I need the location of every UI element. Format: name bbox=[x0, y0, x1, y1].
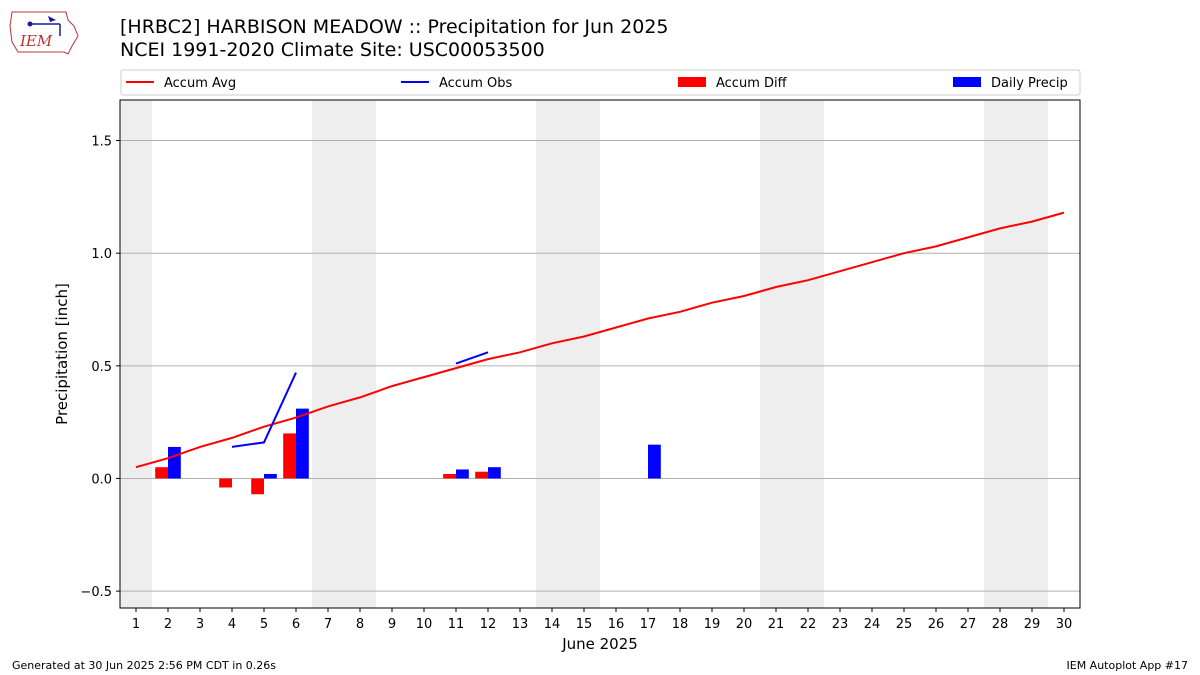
y-tick-label: 1.0 bbox=[91, 247, 112, 262]
weekend-shading bbox=[120, 100, 1048, 608]
accum-avg-line bbox=[135, 211, 1065, 469]
y-tick-label: −0.5 bbox=[80, 585, 112, 600]
daily-precip-bar bbox=[168, 446, 181, 479]
line-series bbox=[135, 211, 1065, 469]
x-tick-label: 27 bbox=[960, 617, 977, 632]
daily-precip-bar bbox=[264, 473, 277, 479]
accum-diff-bar bbox=[219, 478, 232, 488]
legend-label: Daily Precip bbox=[991, 76, 1068, 91]
y-tick-label: 1.5 bbox=[91, 135, 112, 150]
weekend-band bbox=[1016, 100, 1048, 608]
x-tick-label: 6 bbox=[292, 617, 300, 632]
x-tick-label: 7 bbox=[324, 617, 332, 632]
x-tick-label: 4 bbox=[228, 617, 236, 632]
weekend-band bbox=[984, 100, 1016, 608]
y-tick-label: 0.5 bbox=[91, 360, 112, 375]
accum-diff-bar bbox=[251, 478, 264, 495]
x-tick-label: 11 bbox=[448, 617, 465, 632]
accum-obs-line bbox=[231, 372, 297, 448]
x-tick-label: 10 bbox=[416, 617, 433, 632]
chart-title: [HRBC2] HARBISON MEADOW :: Precipitation… bbox=[120, 16, 669, 62]
x-tick-label: 22 bbox=[800, 617, 817, 632]
x-tick-label: 19 bbox=[704, 617, 721, 632]
x-tick-label: 3 bbox=[196, 617, 204, 632]
x-axis-label: June 2025 bbox=[561, 635, 638, 653]
daily-precip-bar bbox=[296, 408, 309, 479]
x-tick-label: 26 bbox=[928, 617, 945, 632]
x-tick-label: 23 bbox=[832, 617, 849, 632]
x-tick-label: 20 bbox=[736, 617, 753, 632]
x-tick-label: 1 bbox=[132, 617, 140, 632]
x-tick-label: 18 bbox=[672, 617, 689, 632]
y-tick-label: 0.0 bbox=[91, 472, 112, 487]
weekend-band bbox=[536, 100, 568, 608]
x-tick-label: 9 bbox=[388, 617, 396, 632]
x-tick-label: 29 bbox=[1024, 617, 1041, 632]
iem-logo: IEM bbox=[8, 6, 80, 58]
y-axis: −0.5 0.0 0.5 1.0 1.5 bbox=[80, 135, 120, 600]
plot-frame bbox=[119, 99, 1081, 609]
x-tick-label: 5 bbox=[260, 617, 268, 632]
legend: Accum Avg Accum Obs Accum Diff Daily Precip bbox=[120, 69, 1081, 96]
app-id: IEM Autoplot App #17 bbox=[1066, 659, 1189, 672]
legend-label: Accum Diff bbox=[716, 76, 788, 91]
x-tick-label: 28 bbox=[992, 617, 1009, 632]
x-tick-label: 8 bbox=[356, 617, 364, 632]
bar-series bbox=[155, 408, 661, 495]
accum-obs-line bbox=[455, 351, 489, 365]
legend-label: Accum Obs bbox=[439, 76, 512, 91]
y-grid bbox=[120, 140, 1080, 592]
legend-swatch-bar bbox=[678, 77, 706, 87]
weekend-band bbox=[760, 100, 792, 608]
x-tick-label: 15 bbox=[576, 617, 593, 632]
daily-precip-bar bbox=[648, 444, 661, 479]
generated-timestamp: Generated at 30 Jun 2025 2:56 PM CDT in … bbox=[12, 659, 277, 672]
x-tick-label: 14 bbox=[544, 617, 561, 632]
x-tick-label: 24 bbox=[864, 617, 881, 632]
accum-diff-bar bbox=[155, 467, 168, 479]
x-tick-label: 17 bbox=[640, 617, 657, 632]
logo-text: IEM bbox=[19, 32, 53, 50]
daily-precip-bar bbox=[456, 469, 469, 479]
weekend-band bbox=[344, 100, 376, 608]
weekend-band bbox=[312, 100, 344, 608]
legend-swatch-bar bbox=[953, 77, 981, 87]
legend-box bbox=[120, 69, 1081, 96]
daily-precip-bar bbox=[488, 467, 501, 479]
x-axis: 1 2 3 4 5 6 7 8 9 10 11 12 13 14 15 16 17 18 19 20 21 22 23 24 2… bbox=[132, 608, 1072, 632]
x-tick-label: 12 bbox=[480, 617, 497, 632]
x-tick-label: 16 bbox=[608, 617, 625, 632]
y-axis-label: Precipitation [inch] bbox=[53, 283, 71, 425]
weekend-band bbox=[792, 100, 824, 608]
x-tick-label: 21 bbox=[768, 617, 785, 632]
x-tick-label: 25 bbox=[896, 617, 913, 632]
weekend-band bbox=[120, 100, 152, 608]
x-tick-label: 30 bbox=[1056, 617, 1073, 632]
weekend-band bbox=[568, 100, 600, 608]
title-line-2: NCEI 1991-2020 Climate Site: USC00053500 bbox=[120, 39, 545, 61]
accum-diff-bar bbox=[283, 433, 296, 479]
title-line-1: [HRBC2] HARBISON MEADOW :: Precipitation… bbox=[120, 16, 669, 38]
accum-diff-bar bbox=[475, 471, 488, 479]
accum-diff-bar bbox=[443, 473, 456, 479]
x-tick-label: 13 bbox=[512, 617, 529, 632]
legend-label: Accum Avg bbox=[164, 76, 236, 91]
x-tick-label: 2 bbox=[164, 617, 172, 632]
